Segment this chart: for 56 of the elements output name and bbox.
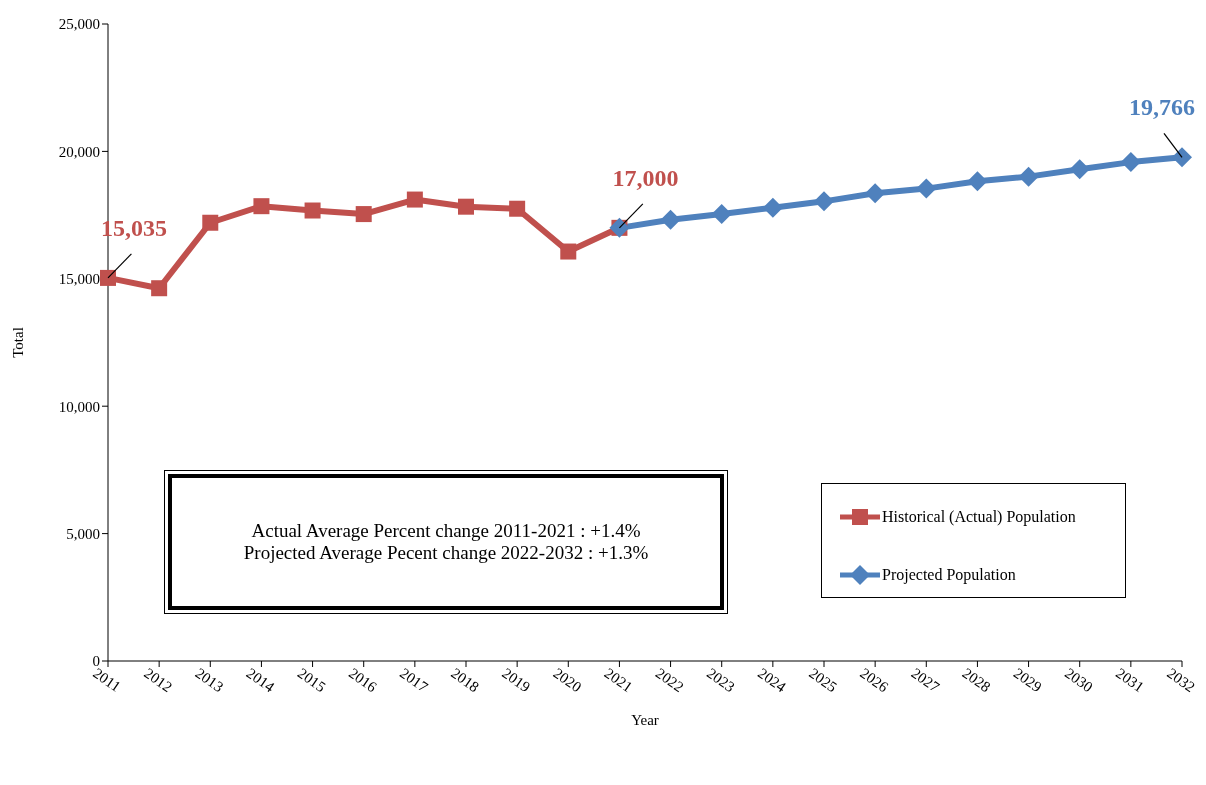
point xyxy=(355,206,372,223)
point xyxy=(660,209,681,230)
x-tick-label: 2023 xyxy=(703,664,738,696)
x-tick-label: 2025 xyxy=(806,664,840,696)
point xyxy=(406,191,423,208)
x-tick-label: 2017 xyxy=(397,664,432,696)
y-axis-title: Total xyxy=(10,327,27,358)
x-tick-label: 2031 xyxy=(1113,664,1147,696)
point xyxy=(762,197,783,218)
point xyxy=(711,204,732,225)
x-tick-label: 2015 xyxy=(294,664,329,696)
x-tick-label: 2032 xyxy=(1164,664,1198,696)
x-tick-label: 2012 xyxy=(141,664,176,696)
point xyxy=(814,191,834,212)
x-tick-label: 2028 xyxy=(959,664,994,696)
x-tick-label: 2018 xyxy=(448,664,482,696)
x-tick-label: 2029 xyxy=(1010,664,1045,696)
point xyxy=(865,183,886,204)
y-tick-label: 15,000 xyxy=(58,271,100,288)
y-tick-label: 5,000 xyxy=(66,525,100,542)
legend-label: Projected Population xyxy=(882,566,1016,584)
point xyxy=(967,171,988,192)
x-tick-label: 2020 xyxy=(550,664,585,696)
point xyxy=(253,198,270,215)
legend-label: Historical (Actual) Population xyxy=(882,508,1076,526)
point xyxy=(1120,152,1141,173)
point xyxy=(916,178,937,199)
point xyxy=(100,269,116,286)
annotation: Actual Average Percent change 2011-2021 : +1.4% xyxy=(251,520,641,542)
data-label: 17,000 xyxy=(612,164,679,191)
y-tick-label: 10,000 xyxy=(58,398,100,415)
point xyxy=(458,198,474,215)
point xyxy=(304,202,321,219)
x-tick-label: 2024 xyxy=(755,664,790,696)
x-tick-label: 2019 xyxy=(499,664,534,696)
y-tick-label: 20,000 xyxy=(58,143,100,160)
x-tick-label: 2022 xyxy=(652,664,687,696)
x-tick-label: 2013 xyxy=(192,664,227,696)
x-axis-title: Year xyxy=(631,712,659,728)
annotation: Projected Average Pecent change 2022-2032 : +1.3% xyxy=(243,542,649,564)
x-tick-label: 2016 xyxy=(345,664,381,696)
y-tick-label: 25,000 xyxy=(58,16,100,33)
point xyxy=(560,243,577,260)
x-tick-label: 2027 xyxy=(908,664,943,696)
x-tick-label: 2014 xyxy=(243,664,278,696)
x-tick-label: 2021 xyxy=(601,664,636,696)
x-tick-label: 2026 xyxy=(857,664,892,696)
point xyxy=(151,280,168,297)
note-frame: Actual Average Percent change 2011-2021 : +1.4% Projected Average Pecent change 2022-2032 : +1.3% xyxy=(164,470,728,614)
point xyxy=(1018,166,1039,187)
point xyxy=(1069,159,1090,180)
point xyxy=(202,214,219,231)
point xyxy=(1172,147,1192,168)
x-tick-label: 2030 xyxy=(1061,664,1096,696)
data-label: 19,766 xyxy=(1129,94,1195,121)
point xyxy=(509,200,526,217)
